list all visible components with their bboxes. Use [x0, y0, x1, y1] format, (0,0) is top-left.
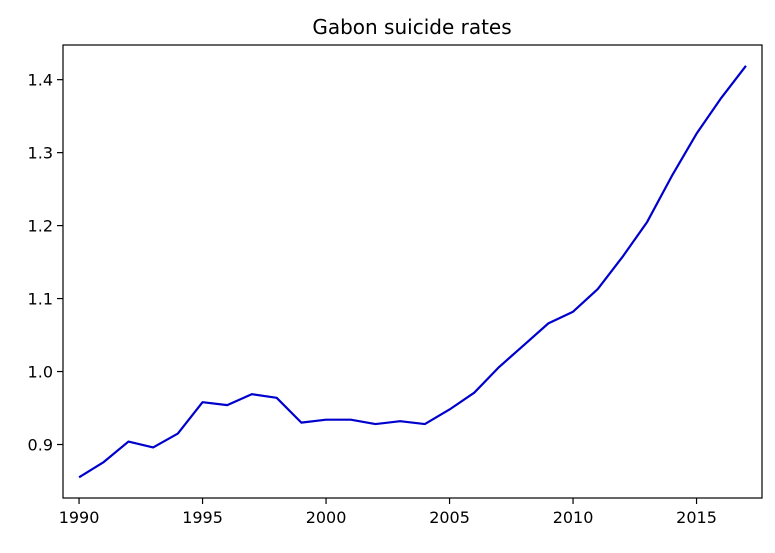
x-tick-label: 2005: [429, 508, 470, 527]
y-tick-label: 1.3: [28, 144, 53, 163]
x-axis: 1990 1995 2000 2005 2010 2015: [59, 498, 717, 527]
x-tick-label: 2000: [306, 508, 347, 527]
y-tick-label: 1.1: [28, 290, 53, 309]
x-tick-label: 1995: [182, 508, 223, 527]
y-tick-label: 1.2: [28, 217, 53, 236]
chart-title: Gabon suicide rates: [312, 15, 511, 39]
x-tick-label: 1990: [59, 508, 100, 527]
x-tick-label: 2015: [676, 508, 717, 527]
y-tick-label: 1.4: [28, 71, 53, 90]
y-tick-label: 1.0: [28, 363, 53, 382]
series-line: [78, 65, 747, 479]
y-tick-label: 0.9: [28, 436, 53, 455]
x-tick-label: 2010: [553, 508, 594, 527]
y-axis: 0.9 1.0 1.1 1.2 1.3 1.4: [28, 71, 63, 455]
plot-area-frame: [62, 44, 763, 499]
